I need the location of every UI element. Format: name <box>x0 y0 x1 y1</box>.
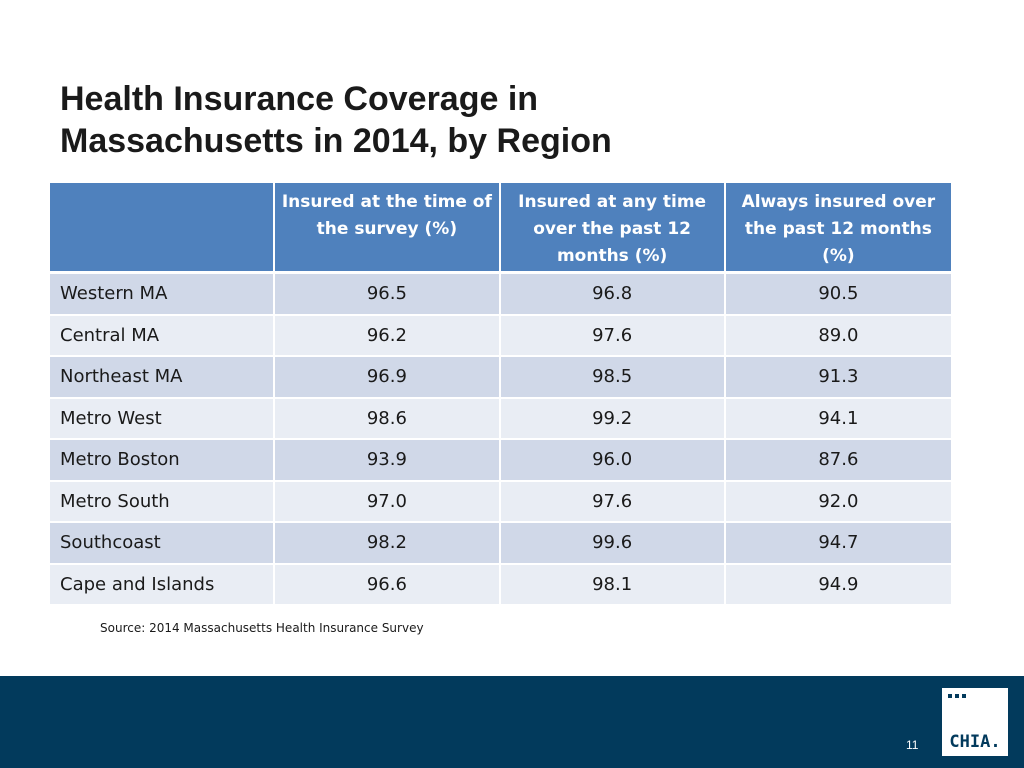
region-cell: Metro South <box>50 481 276 523</box>
at-survey-cell: 98.6 <box>275 398 501 440</box>
table-row: Metro West 98.6 99.2 94.1 <box>50 398 951 440</box>
logo-text: CHIA. <box>949 732 1001 752</box>
header-insured-any-time: Insured at any time over the past 12 mon… <box>500 183 726 274</box>
at-survey-cell: 96.2 <box>275 315 501 357</box>
table-row: Southcoast 98.2 99.6 94.7 <box>50 523 951 565</box>
chia-logo: CHIA. <box>942 688 1008 756</box>
table-header-row: Insured at the time of the survey (%) In… <box>50 183 951 274</box>
any-time-cell: 98.5 <box>500 357 726 399</box>
any-time-cell: 96.0 <box>500 440 726 482</box>
any-time-cell: 96.8 <box>500 274 726 316</box>
table-row: Western MA 96.5 96.8 90.5 <box>50 274 951 316</box>
region-cell: Southcoast <box>50 523 276 565</box>
at-survey-cell: 96.5 <box>275 274 501 316</box>
any-time-cell: 97.6 <box>500 315 726 357</box>
header-region <box>50 183 276 274</box>
at-survey-cell: 98.2 <box>275 523 501 565</box>
at-survey-cell: 97.0 <box>275 481 501 523</box>
table-row: Metro South 97.0 97.6 92.0 <box>50 481 951 523</box>
region-cell: Central MA <box>50 315 276 357</box>
region-cell: Metro Boston <box>50 440 276 482</box>
table-row: Cape and Islands 96.6 98.1 94.9 <box>50 564 951 606</box>
slide-title: Health Insurance Coverage in Massachuset… <box>60 78 760 162</box>
table-row: Metro Boston 93.9 96.0 87.6 <box>50 440 951 482</box>
always-cell: 89.0 <box>725 315 951 357</box>
any-time-cell: 98.1 <box>500 564 726 606</box>
always-cell: 91.3 <box>725 357 951 399</box>
any-time-cell: 97.6 <box>500 481 726 523</box>
logo-dots-icon <box>948 694 966 698</box>
region-cell: Western MA <box>50 274 276 316</box>
always-cell: 87.6 <box>725 440 951 482</box>
region-cell: Northeast MA <box>50 357 276 399</box>
table-row: Central MA 96.2 97.6 89.0 <box>50 315 951 357</box>
slide-title-line2: Massachusetts in 2014, by Region <box>60 122 612 160</box>
any-time-cell: 99.6 <box>500 523 726 565</box>
table-row: Northeast MA 96.9 98.5 91.3 <box>50 357 951 399</box>
region-cell: Metro West <box>50 398 276 440</box>
source-note: Source: 2014 Massachusetts Health Insura… <box>100 621 424 635</box>
at-survey-cell: 96.9 <box>275 357 501 399</box>
always-cell: 92.0 <box>725 481 951 523</box>
coverage-table: Insured at the time of the survey (%) In… <box>50 183 951 606</box>
at-survey-cell: 93.9 <box>275 440 501 482</box>
region-cell: Cape and Islands <box>50 564 276 606</box>
always-cell: 94.9 <box>725 564 951 606</box>
always-cell: 94.7 <box>725 523 951 565</box>
slide-title-line1: Health Insurance Coverage in <box>60 80 539 118</box>
footer-bar <box>0 676 1024 768</box>
any-time-cell: 99.2 <box>500 398 726 440</box>
page-number: 11 <box>906 738 919 752</box>
at-survey-cell: 96.6 <box>275 564 501 606</box>
always-cell: 90.5 <box>725 274 951 316</box>
header-insured-at-survey: Insured at the time of the survey (%) <box>275 183 501 274</box>
header-always-insured: Always insured over the past 12 months (… <box>725 183 951 274</box>
always-cell: 94.1 <box>725 398 951 440</box>
